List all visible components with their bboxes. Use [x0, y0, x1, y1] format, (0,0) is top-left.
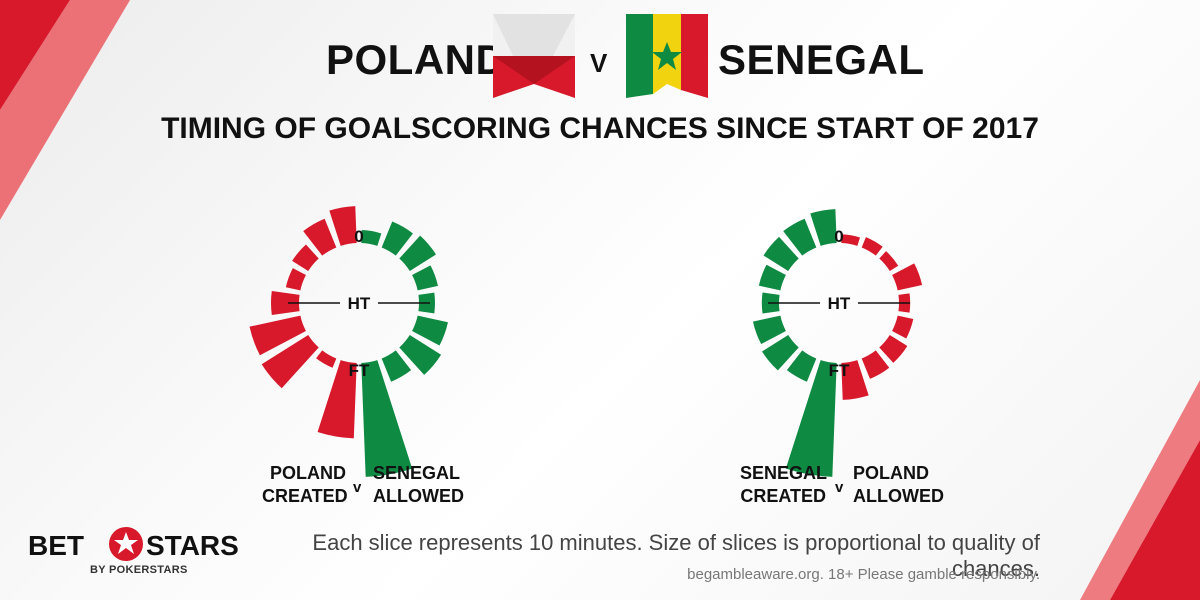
- slice-right-9: [361, 360, 413, 477]
- slice-left-6: [752, 315, 786, 345]
- slice-right-6: [412, 315, 448, 346]
- radial-chart-senegal-vs-poland: 0 HT FT: [752, 209, 923, 477]
- marker-ht: HT: [348, 294, 371, 313]
- caption-line: ALLOWED: [373, 486, 464, 506]
- marker-ht: HT: [828, 294, 851, 313]
- slice-left-5: [271, 291, 300, 315]
- slice-left-2: [783, 218, 817, 256]
- marker-ft: FT: [349, 361, 370, 380]
- slice-right-1: [361, 230, 382, 246]
- slice-left-7: [261, 334, 319, 389]
- title-bar: POLAND V SENEGAL: [0, 8, 1200, 98]
- slice-right-3: [399, 235, 437, 272]
- team-right-name: SENEGAL: [718, 36, 925, 83]
- logo-word-stars: STARS: [146, 530, 239, 561]
- slice-left-2: [303, 218, 337, 256]
- slice-right-2: [381, 221, 413, 256]
- slice-left-8: [786, 350, 817, 382]
- footer-note: Each slice represents 10 minutes. Size o…: [312, 530, 1040, 581]
- marker-ft: FT: [829, 361, 850, 380]
- corner-decoration-bottom-right: [1080, 380, 1200, 600]
- caption-chart1-left: POLAND CREATED: [262, 462, 348, 508]
- marker-zero: 0: [834, 227, 843, 246]
- slice-right-7: [879, 334, 908, 363]
- caption-line: CREATED: [262, 486, 348, 506]
- logo-word-bet: BET: [28, 530, 84, 561]
- slice-right-8: [861, 350, 890, 379]
- poland-flag-icon: [493, 14, 575, 98]
- slice-left-9: [317, 360, 357, 439]
- slice-right-9: [841, 360, 869, 400]
- versus-label: V: [590, 48, 608, 78]
- slice-left-4: [285, 268, 306, 291]
- caption-line: SENEGAL: [740, 463, 828, 483]
- team-left-name: POLAND: [326, 36, 507, 83]
- slice-left-9: [785, 360, 837, 477]
- corner-decoration-top-left: [0, 0, 130, 220]
- slice-left-3: [763, 236, 799, 272]
- star-icon: [109, 527, 143, 561]
- slice-left-7: [761, 334, 799, 371]
- slice-right-4: [412, 265, 438, 291]
- slice-right-7: [399, 334, 442, 375]
- slice-left-4: [758, 264, 786, 291]
- slice-left-8: [316, 350, 337, 368]
- caption-v: v: [835, 479, 844, 496]
- slice-left-6: [249, 315, 306, 356]
- caption-line: SENEGAL: [373, 463, 461, 483]
- caption-chart1-right: SENEGAL ALLOWED: [373, 462, 464, 508]
- slice-left-3: [292, 244, 319, 272]
- caption-chart2-left: SENEGAL CREATED: [740, 462, 828, 508]
- slice-right-1: [841, 234, 861, 246]
- caption-v: v: [353, 479, 362, 496]
- footer-disclaimer: begambleaware.org. 18+ Please gamble res…: [687, 566, 1040, 583]
- senegal-flag-icon: [626, 14, 708, 98]
- marker-zero: 0: [354, 227, 363, 246]
- slice-right-8: [381, 350, 412, 382]
- betstars-logo: BET STARS BY POKERSTARS: [28, 527, 239, 580]
- caption-chart2-right: POLAND ALLOWED: [853, 462, 944, 508]
- caption-line: CREATED: [740, 486, 826, 506]
- slice-right-4: [892, 263, 923, 291]
- slice-right-6: [892, 315, 914, 339]
- slice-left-1: [810, 209, 837, 246]
- radial-chart-poland-vs-senegal: 0 HT FT: [249, 206, 448, 477]
- slice-right-3: [879, 251, 899, 272]
- slice-right-2: [861, 237, 883, 256]
- caption-line: POLAND: [270, 463, 346, 483]
- caption-line: POLAND: [853, 463, 929, 483]
- chart-subtitle: TIMING OF GOALSCORING CHANCES SINCE STAR…: [161, 112, 1039, 145]
- slice-left-1: [329, 206, 357, 246]
- caption-line: ALLOWED: [853, 486, 944, 506]
- logo-subtitle: BY POKERSTARS: [90, 564, 188, 576]
